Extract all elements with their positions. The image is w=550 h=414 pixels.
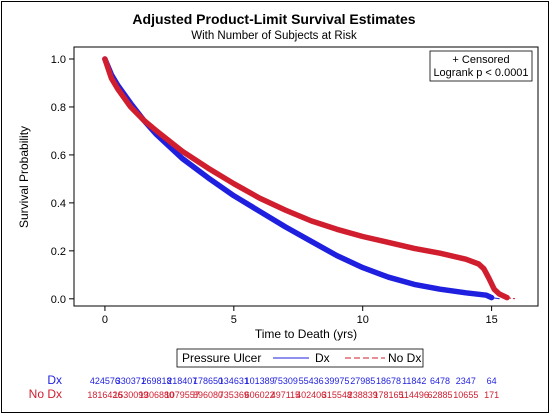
x-axis: 0 5 10 15: [102, 306, 498, 326]
risk-value: 18678: [376, 376, 401, 386]
risk-row-label: Dx: [47, 373, 62, 387]
risk-value: 114496: [400, 390, 429, 400]
risk-value: 6478: [430, 376, 450, 386]
y-axis: 0.0 0.2 0.4 0.6 0.8 1.0: [51, 54, 74, 306]
chart-subtitle: With Number of Subjects at Risk: [191, 30, 357, 42]
risk-table: Dx 42457633037126981821840717865013463110…: [29, 373, 499, 401]
risk-value: 497115: [271, 390, 300, 400]
y-tick-label: 0.6: [51, 150, 66, 162]
y-tick-label: 1.0: [51, 54, 66, 66]
risk-value: 27985: [350, 376, 375, 386]
risk-value: 101389: [245, 376, 275, 386]
y-axis-label: Survival Probability: [17, 126, 31, 228]
x-tick-label: 10: [357, 314, 369, 326]
risk-value: 178650: [193, 376, 223, 386]
risk-value: 1530099: [113, 390, 148, 400]
risk-value: 896080: [193, 390, 223, 400]
censored-label: + Censored: [452, 54, 509, 66]
chart-title: Adjusted Product-Limit Survival Estimate…: [132, 11, 415, 27]
risk-row-label: No Dx: [29, 387, 62, 401]
risk-value: 75309: [273, 376, 298, 386]
risk-value: 2347: [456, 376, 476, 386]
risk-value: 238839: [348, 390, 378, 400]
series-tail-dx: [491, 297, 500, 300]
risk-value: 39975: [324, 376, 349, 386]
risk-value: 606022: [245, 390, 275, 400]
series-layer: [102, 56, 516, 301]
risk-value: 171: [484, 390, 499, 400]
risk-value: 1306880: [139, 390, 174, 400]
legend-title: Pressure Ulcer: [182, 351, 261, 365]
y-tick-label: 0.2: [51, 246, 66, 258]
y-tick-label: 0.8: [51, 102, 66, 114]
inset-box: [429, 50, 533, 82]
plot-area: [73, 46, 539, 307]
risk-value: 55436: [299, 376, 324, 386]
risk-value: 1816426: [87, 390, 122, 400]
risk-value: 269818: [141, 376, 171, 386]
risk-value: 402406: [296, 390, 326, 400]
risk-value: 218407: [167, 376, 197, 386]
legend-label-dx: Dx: [315, 351, 330, 365]
risk-value: 62885: [428, 390, 453, 400]
x-axis-label: Time to Death (yrs): [255, 327, 357, 341]
series-line-nodx: [102, 56, 510, 301]
y-tick-label: 0.0: [51, 294, 66, 306]
logrank-label: Logrank p < 0.0001: [433, 67, 528, 79]
risk-value: 64: [487, 376, 497, 386]
risk-value: 10655: [453, 390, 478, 400]
legend-label-nodx: No Dx: [388, 351, 421, 365]
risk-value: 11842: [402, 376, 426, 386]
x-tick-label: 5: [231, 314, 237, 326]
y-tick-label: 0.4: [51, 198, 66, 210]
risk-value: 315548: [322, 390, 352, 400]
risk-value: 735369: [219, 390, 249, 400]
risk-value: 1079557: [165, 390, 200, 400]
risk-value: 178165: [373, 390, 403, 400]
risk-value: 134631: [219, 376, 249, 386]
x-tick-label: 15: [485, 314, 497, 326]
risk-value: 424576: [90, 376, 120, 386]
risk-value: 330371: [116, 376, 146, 386]
x-tick-label: 0: [102, 314, 108, 326]
series-tail-nodx: [506, 297, 516, 300]
